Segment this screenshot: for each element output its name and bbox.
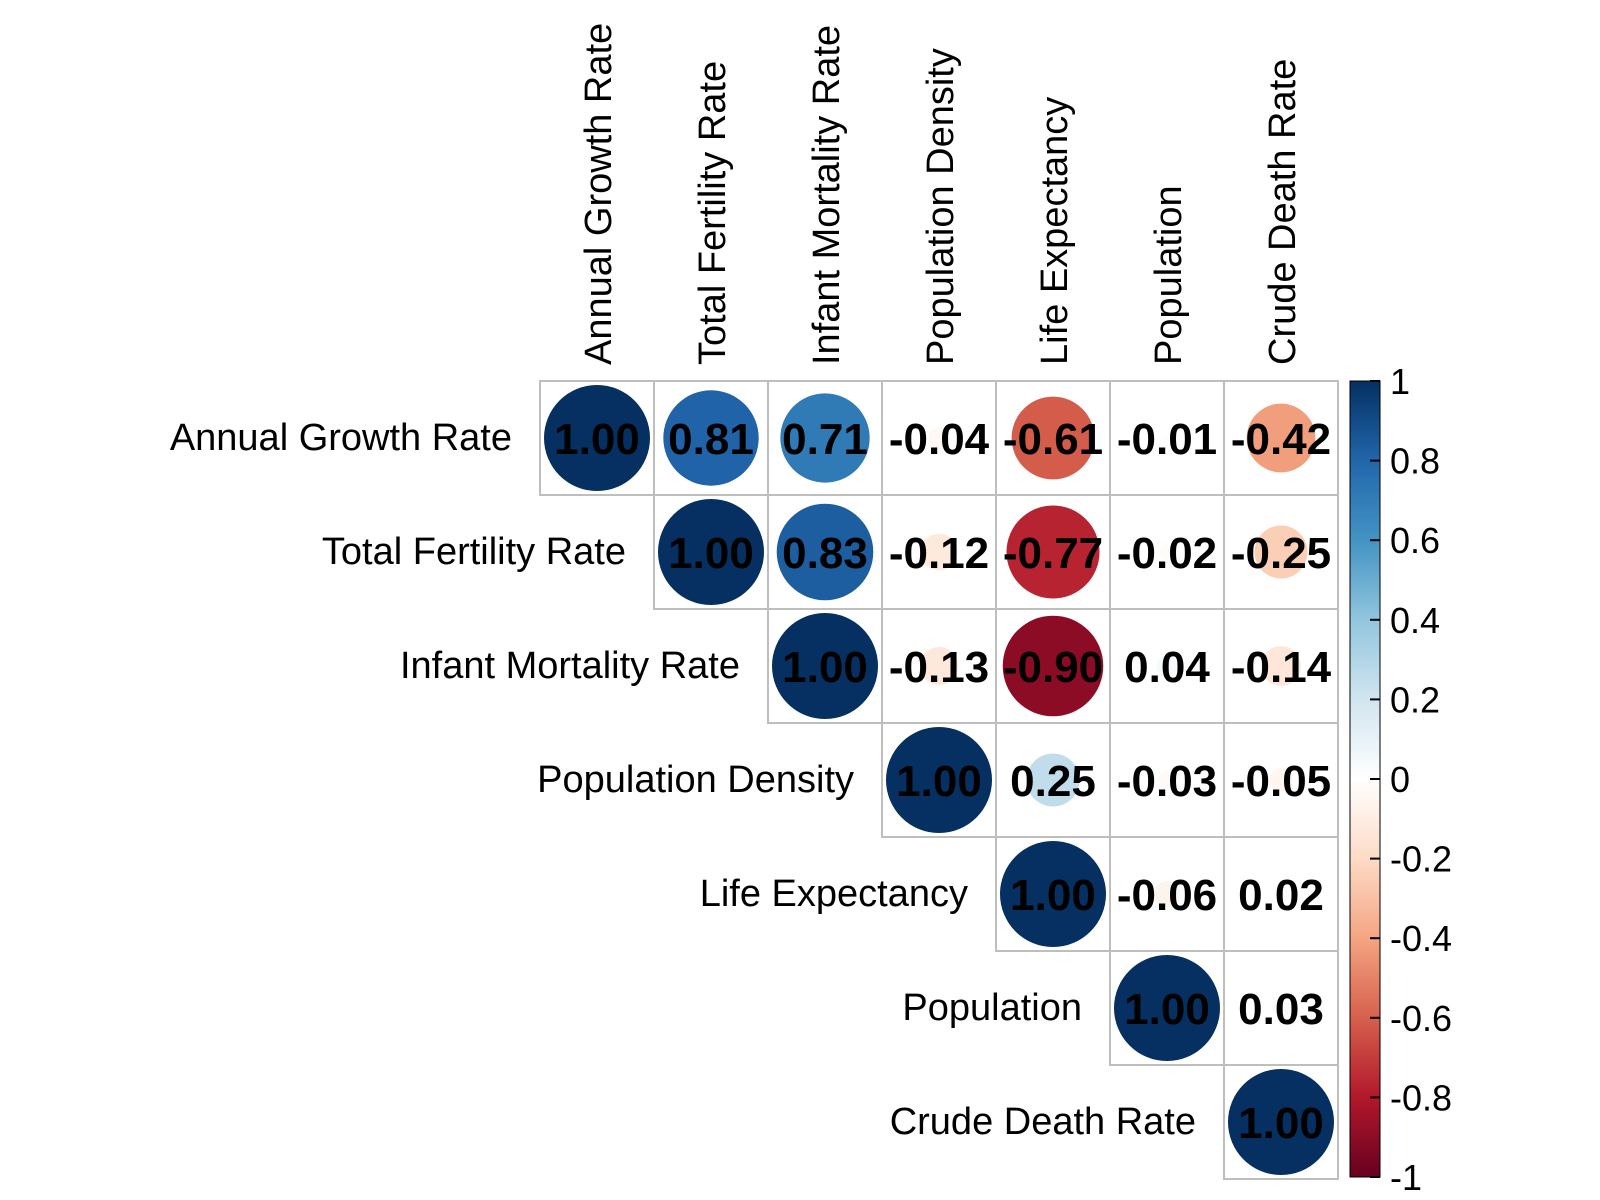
colorbar-tick-label-7: -0.4 (1390, 918, 1452, 959)
correlation-circles (544, 385, 1334, 1175)
column-label-0: Annual Growth Rate (578, 23, 620, 365)
value-label-3-3: 1.00 (896, 757, 982, 806)
column-label-4: Life Expectancy (1034, 97, 1076, 365)
colorbar-tick-label-6: -0.2 (1390, 839, 1452, 880)
colorbar-tick-label-4: 0.2 (1390, 679, 1440, 720)
column-label-1: Total Fertility Rate (692, 61, 734, 365)
value-label-2-6: -0.14 (1231, 643, 1332, 692)
value-label-0-6: -0.42 (1231, 415, 1331, 464)
corr-circle-2-5 (1156, 655, 1178, 677)
corr-circle-6-6 (1228, 1069, 1334, 1175)
corr-circle-1-5 (1159, 544, 1175, 560)
value-label-2-3: -0.13 (889, 643, 989, 692)
corr-circle-5-5 (1114, 955, 1220, 1061)
value-label-4-5: -0.06 (1117, 871, 1217, 920)
corr-circle-1-6 (1254, 525, 1308, 579)
value-label-1-4: -0.77 (1003, 529, 1103, 578)
colorbar-tick-label-10: -1 (1390, 1157, 1422, 1198)
row-label-6: Crude Death Rate (890, 1101, 1196, 1143)
row-label-0: Annual Growth Rate (170, 417, 512, 459)
corr-circle-0-2 (780, 393, 870, 483)
value-label-0-0: 1.00 (554, 415, 640, 464)
corr-circle-0-4 (1011, 396, 1095, 480)
corr-circle-2-6 (1261, 646, 1301, 686)
value-label-1-3: -0.12 (889, 529, 989, 578)
row-label-4: Life Expectancy (700, 873, 968, 915)
value-label-1-2: 0.83 (782, 529, 868, 578)
value-label-5-6: 0.03 (1238, 985, 1324, 1034)
corr-circle-3-4 (1026, 753, 1080, 807)
row-labels: Annual Growth Rate Total Fertility Rate In… (170, 417, 1196, 1143)
colorbar: 1 0.8 0.6 0.4 0.2 0 -0.2 -0.4 -0.6 -0.8 -1 (1349, 361, 1452, 1198)
value-labels: 1.00 0.81 0.71 -0.04 -0.61 -0.01 -0.42 1.00 0.83… (554, 415, 1331, 1148)
row-label-3: Population Density (537, 759, 854, 801)
corr-circle-0-3 (928, 427, 950, 449)
value-label-5-5: 1.00 (1124, 985, 1210, 1034)
corr-circle-3-3 (886, 727, 992, 833)
corr-circle-0-1 (663, 390, 759, 486)
colorbar-tick-label-2: 0.6 (1390, 520, 1440, 561)
row-label-2: Infant Mortality Rate (400, 645, 740, 687)
value-label-0-1: 0.81 (668, 415, 754, 464)
colorbar-tick-label-9: -0.8 (1390, 1077, 1452, 1118)
column-label-6: Crude Death Rate (1262, 59, 1304, 365)
value-label-1-5: -0.02 (1117, 529, 1217, 578)
column-label-3: Population Density (920, 48, 962, 365)
corr-circle-4-4 (1000, 841, 1106, 947)
corr-circle-1-1 (658, 499, 764, 605)
value-label-0-5: -0.01 (1117, 415, 1217, 464)
corr-circle-1-4 (1006, 505, 1100, 599)
value-label-4-4: 1.00 (1010, 871, 1096, 920)
colorbar-tick-label-3: 0.4 (1390, 600, 1440, 641)
corr-circle-2-2 (772, 613, 878, 719)
value-label-2-2: 1.00 (782, 643, 868, 692)
value-label-4-6: 0.02 (1238, 871, 1324, 920)
row-label-5: Population (902, 987, 1082, 1029)
value-label-3-5: -0.03 (1117, 757, 1217, 806)
corr-circle-4-6 (1273, 886, 1289, 902)
corr-circle-3-5 (1157, 770, 1177, 790)
corr-circle-0-6 (1246, 403, 1316, 473)
value-label-6-6: 1.00 (1238, 1099, 1324, 1148)
corr-circle-4-5 (1154, 881, 1180, 907)
corr-circle-0-5 (1161, 432, 1173, 444)
colorbar-tick-label-8: -0.6 (1390, 998, 1452, 1039)
value-label-1-1: 1.00 (668, 529, 754, 578)
column-labels: Annual Growth Rate Total Fertility Rate In… (578, 23, 1304, 365)
corr-circle-2-4 (1002, 615, 1104, 717)
value-label-3-4: 0.25 (1010, 757, 1096, 806)
corr-circle-0-0 (544, 385, 650, 491)
corr-circle-2-3 (919, 646, 959, 686)
value-label-0-3: -0.04 (889, 415, 990, 464)
corr-circle-1-3 (920, 533, 958, 571)
value-label-0-4: -0.61 (1003, 415, 1103, 464)
corr-circle-5-6 (1271, 998, 1291, 1018)
column-label-2: Infant Mortality Rate (806, 25, 848, 365)
corr-circle-1-2 (776, 503, 874, 601)
colorbar-tick-label-0: 1 (1390, 361, 1410, 402)
value-label-0-2: 0.71 (782, 415, 868, 464)
column-label-5: Population (1148, 185, 1190, 365)
corr-circle-3-6 (1269, 768, 1293, 792)
value-label-1-6: -0.25 (1231, 529, 1331, 578)
colorbar-tick-label-5: 0 (1390, 759, 1410, 800)
value-label-3-6: -0.05 (1231, 757, 1331, 806)
colorbar-tick-label-1: 0.8 (1390, 441, 1440, 482)
value-label-2-5: 0.04 (1124, 643, 1210, 692)
cell-6-6 (1223, 1064, 1339, 1180)
row-label-1: Total Fertility Rate (322, 531, 626, 573)
cell-grid (539, 380, 1339, 1180)
value-label-2-4: -0.90 (1003, 643, 1103, 692)
